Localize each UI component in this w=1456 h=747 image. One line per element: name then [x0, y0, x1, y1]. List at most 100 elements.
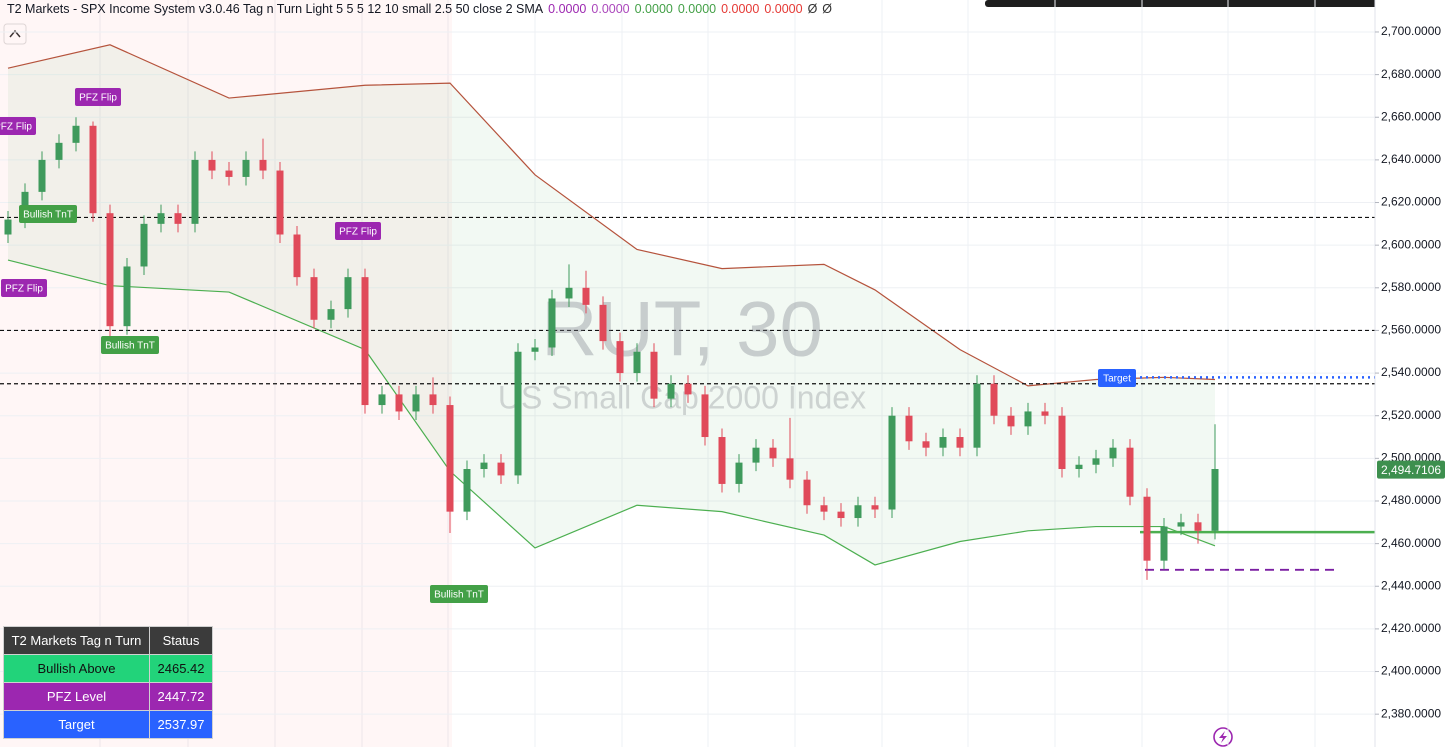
- y-tick-label: 2,660.0000: [1381, 109, 1441, 123]
- signal-label: Bullish TnT: [434, 590, 484, 601]
- candle-body: [327, 309, 335, 320]
- candle-body: [446, 405, 454, 512]
- candle-body: [412, 394, 420, 412]
- candle-body: [854, 505, 862, 519]
- indicator-value: 0.0000: [548, 2, 587, 16]
- candle-body: [548, 298, 556, 348]
- candle-body: [1007, 415, 1015, 427]
- candle-body: [531, 347, 539, 352]
- collapse-button[interactable]: [3, 23, 27, 45]
- candle-body: [89, 125, 97, 214]
- indicator-value: Ø: [807, 2, 818, 16]
- alert-icon[interactable]: [1213, 727, 1233, 747]
- toolbar: [985, 0, 1445, 7]
- candle-body: [684, 383, 692, 395]
- candle-body: [599, 304, 607, 342]
- collapse-icon: [9, 29, 21, 38]
- candle-body: [1041, 411, 1049, 416]
- table-row: Target 2537.97: [3, 710, 213, 739]
- cell: Target: [3, 710, 150, 739]
- candle-body: [1160, 526, 1168, 561]
- y-tick-label: 2,680.0000: [1381, 67, 1441, 81]
- signal-label: PFZ Flip: [5, 284, 43, 295]
- signal-label: Bullish TnT: [105, 341, 155, 352]
- last-price-label: 2,494.7106: [1381, 463, 1441, 477]
- candle-body: [514, 351, 522, 476]
- candle-body: [361, 277, 369, 406]
- cell: 2447.72: [149, 682, 213, 711]
- y-tick-label: 2,700.0000: [1381, 24, 1441, 38]
- y-tick-label: 2,380.0000: [1381, 706, 1441, 720]
- indicator-value: 0.0000: [634, 2, 673, 16]
- candle-body: [973, 383, 981, 448]
- candle-body: [1058, 415, 1066, 470]
- candle-body: [293, 234, 301, 278]
- watermark-description: US Small Cap 2000 Index: [498, 379, 866, 415]
- candle-body: [4, 219, 12, 235]
- signal-label-bg: [19, 205, 77, 223]
- y-tick-label: 2,480.0000: [1381, 493, 1441, 507]
- candle-body: [667, 383, 675, 399]
- candle-body: [769, 447, 777, 459]
- table-row: PFZ Level 2447.72: [3, 682, 213, 711]
- y-tick-label: 2,580.0000: [1381, 280, 1441, 294]
- candle-body: [157, 213, 165, 224]
- candle-body: [1075, 464, 1083, 470]
- indicator-value: 0.0000: [721, 2, 760, 16]
- candle-body: [310, 277, 318, 320]
- signal-label-bg: [430, 585, 488, 603]
- candle-body: [225, 170, 233, 177]
- candle-body: [1143, 496, 1151, 561]
- candle-body: [1177, 522, 1185, 527]
- candle-body: [565, 287, 573, 299]
- table-header: T2 Markets Tag n Turn Status: [3, 626, 213, 655]
- candle-body: [259, 159, 267, 171]
- candle-body: [990, 383, 998, 416]
- candle-body: [55, 142, 63, 160]
- candle-body: [497, 462, 505, 476]
- candle-body: [616, 341, 624, 374]
- signal-label-bg: [75, 88, 121, 106]
- lower-band: [7, 259, 1216, 566]
- signal-label-bg: [0, 117, 36, 135]
- candle-body: [582, 287, 590, 305]
- candle-body: [837, 511, 845, 519]
- band-fill: [8, 44, 1215, 565]
- title-text: T2 Markets - SPX Income System v3.0.46 T…: [7, 2, 544, 16]
- candle-body: [803, 479, 811, 506]
- header-cell: Status: [149, 626, 213, 655]
- candle-body: [38, 159, 46, 192]
- y-tick-label: 2,540.0000: [1381, 365, 1441, 379]
- signal-label: Target: [1103, 374, 1131, 385]
- signal-label-bg: [335, 222, 381, 240]
- candle-body: [208, 159, 216, 171]
- candle-body: [939, 437, 947, 448]
- cell: 2465.42: [149, 654, 213, 683]
- signal-label-bg: [1098, 369, 1136, 387]
- indicator-value: Ø: [822, 2, 833, 16]
- price-axis: [1375, 0, 1456, 747]
- candle-body: [1109, 447, 1117, 459]
- candle-body: [276, 170, 284, 235]
- candle-body: [480, 462, 488, 470]
- candle-body: [1024, 411, 1032, 427]
- candle-body: [191, 159, 199, 224]
- signal-label: PFZ Flip: [79, 93, 117, 104]
- alert-bolt: [1219, 731, 1227, 743]
- header-cell: T2 Markets Tag n Turn: [3, 626, 150, 655]
- y-tick-label: 2,400.0000: [1381, 664, 1441, 678]
- candle-body: [140, 223, 148, 267]
- candle-body: [1211, 469, 1219, 531]
- candle-body: [72, 125, 80, 143]
- signal-label: PFZ Flip: [0, 122, 32, 133]
- signal-label-bg: [1, 279, 47, 297]
- y-tick-label: 2,560.0000: [1381, 323, 1441, 337]
- signal-label: PFZ Flip: [339, 227, 377, 238]
- candle-body: [888, 415, 896, 510]
- candle-body: [174, 213, 182, 224]
- signal-label-bg: [101, 336, 159, 354]
- candle-body: [905, 415, 913, 442]
- candle-body: [242, 159, 250, 177]
- signal-label: Bullish TnT: [23, 210, 73, 221]
